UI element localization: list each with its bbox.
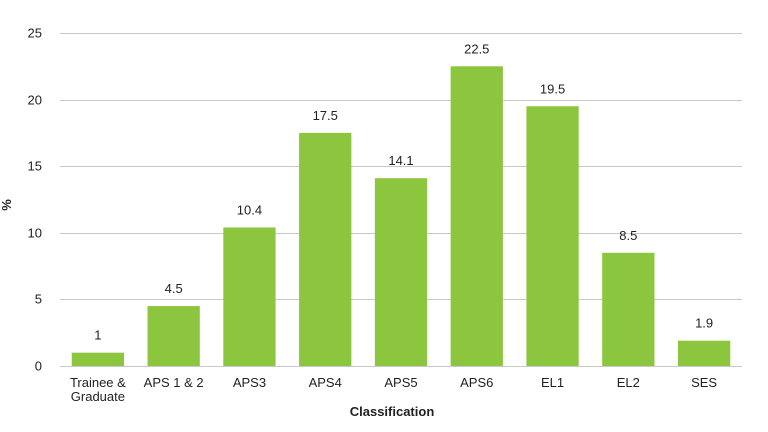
data-label: 1.9	[695, 316, 713, 331]
bar	[299, 132, 352, 366]
x-tick-label-line: APS 1 & 2	[144, 375, 204, 390]
x-tick-label: SES	[691, 375, 717, 390]
x-tick-label: APS6	[460, 375, 493, 390]
y-axis-ticks: 0 5 10 15 20 25	[28, 26, 42, 374]
x-tick-label: EL2	[617, 375, 640, 390]
x-tick-label-line: APS6	[460, 375, 493, 390]
bar	[374, 178, 428, 366]
data-label: 14.1	[388, 153, 413, 168]
y-axis-title: %	[0, 199, 14, 211]
bar	[526, 106, 579, 366]
bar	[147, 306, 200, 366]
y-tick-label: 5	[35, 292, 42, 307]
data-label: 19.5	[540, 81, 565, 96]
data-label: 1	[94, 328, 101, 343]
y-tick-label: 15	[28, 159, 42, 174]
x-tick-label: APS5	[384, 375, 417, 390]
x-tick-label-line: EL1	[541, 375, 564, 390]
x-tick-label-line: APS3	[233, 375, 266, 390]
y-tick-label: 20	[28, 93, 42, 108]
x-tick-label-line: Trainee &	[70, 375, 126, 390]
x-tick-label-line: APS4	[309, 375, 342, 390]
x-tick-label: APS3	[233, 375, 266, 390]
x-tick-label-line: APS5	[384, 375, 417, 390]
data-label: 8.5	[619, 228, 637, 243]
bar	[450, 66, 503, 367]
data-label: 10.4	[237, 202, 262, 217]
y-tick-label: 25	[28, 26, 42, 41]
x-axis-ticks: Trainee & Graduate APS 1 & 2 APS3 APS4 APS5 AP…	[70, 375, 718, 404]
x-tick-label-line: EL2	[617, 375, 640, 390]
bar	[71, 352, 125, 366]
x-tick-label-line: SES	[691, 375, 717, 390]
y-tick-label: 10	[28, 226, 42, 241]
data-label: 22.5	[464, 41, 489, 56]
bar	[223, 227, 276, 366]
data-label: 17.5	[313, 108, 338, 123]
bar	[677, 340, 731, 366]
data-label: 4.5	[165, 281, 183, 296]
y-tick-label: 0	[35, 359, 42, 374]
x-axis-title: Classification	[350, 404, 435, 419]
bar	[602, 252, 655, 366]
x-tick-label: EL1	[541, 375, 564, 390]
x-tick-label: Trainee & Graduate	[70, 375, 126, 404]
x-tick-label-line: Graduate	[71, 389, 125, 404]
data-labels: 1 4.5 10.4 17.5 14.1 22.5 19.5 8.5 1.9	[94, 41, 713, 342]
x-tick-label: APS 1 & 2	[144, 375, 204, 390]
bars	[71, 66, 731, 367]
x-tick-label: APS4	[309, 375, 342, 390]
